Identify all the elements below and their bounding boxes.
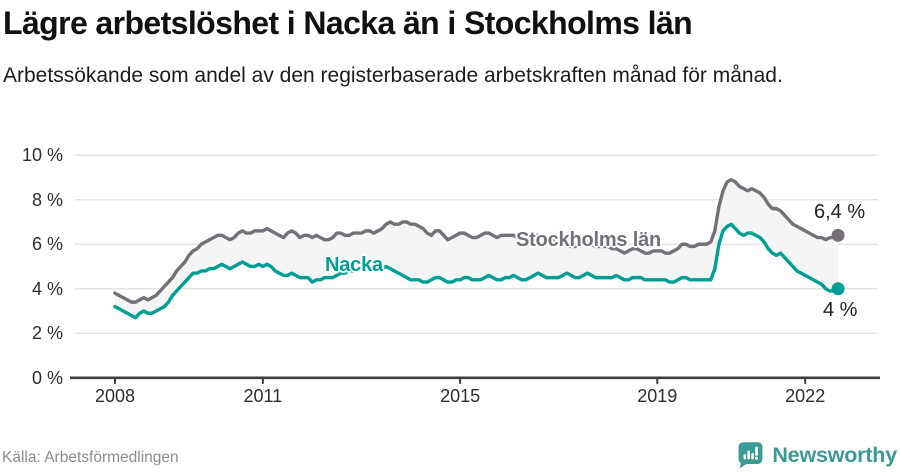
brand-logo[interactable]: Newsworthy: [737, 440, 897, 470]
series-end-dot-stockholms-lan: [831, 228, 845, 242]
series-label-stockholms-lan: Stockholms län: [516, 229, 662, 251]
source-note: Källa: Arbetsförmedlingen: [2, 449, 179, 466]
x-axis-label: 2022: [785, 386, 826, 406]
x-axis-label: 2015: [440, 386, 481, 406]
y-axis-label: 10 %: [21, 145, 63, 166]
y-axis-label: 8 %: [31, 189, 63, 210]
series-line-nacka: [113, 222, 840, 320]
brand-name: Newsworthy: [772, 442, 897, 467]
x-axis-label: 2008: [94, 386, 136, 406]
newsworthy-icon: [738, 442, 763, 469]
series-line-stockholms-lan: [113, 177, 840, 304]
page-title: Lägre arbetslöshet i Nacka än i Stockhol…: [3, 5, 693, 41]
y-axis-label: 6 %: [31, 234, 63, 255]
y-axis-label: 2 %: [31, 323, 63, 344]
y-axis-label: 4 %: [31, 278, 63, 299]
page-subtitle: Arbetssökande som andel av den registerb…: [3, 64, 783, 87]
x-axis-label: 2019: [637, 386, 678, 406]
y-axis-label: 0 %: [31, 367, 63, 388]
end-value-label-stockholms-lan: 6,4 %: [814, 201, 866, 223]
x-axis-label: 2011: [243, 386, 283, 406]
end-value-label-nacka: 4 %: [823, 299, 858, 321]
band-between-series: [115, 179, 839, 318]
series-label-nacka: Nacka: [325, 254, 383, 276]
series-end-dot-nacka: [831, 282, 845, 296]
